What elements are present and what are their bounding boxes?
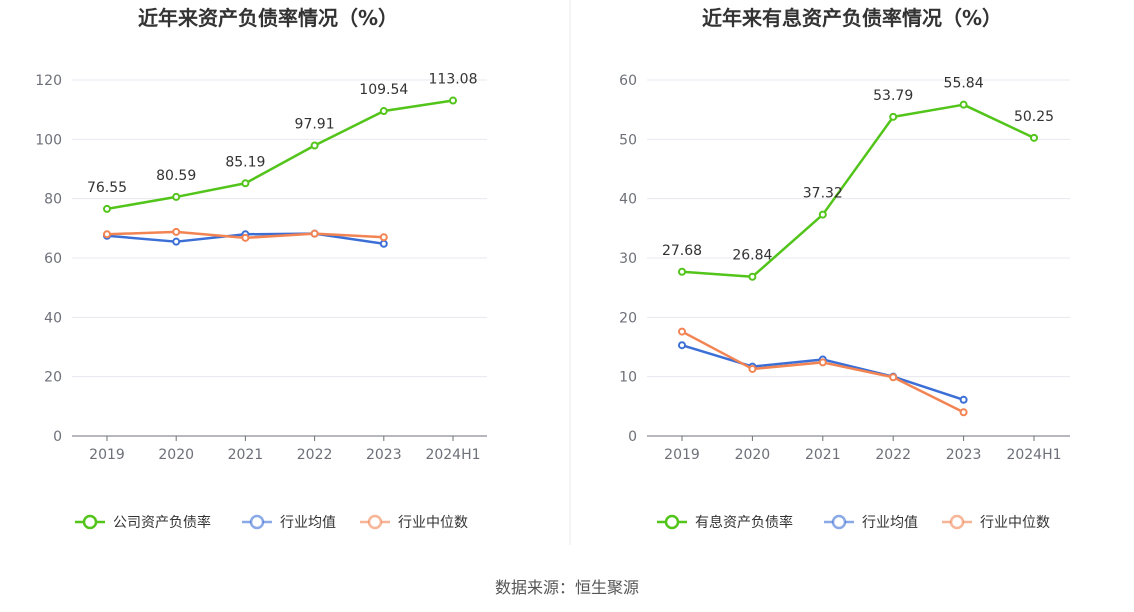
- x-tick-label: 2024H1: [1006, 447, 1061, 463]
- legend-marker-icon: [82, 514, 98, 530]
- x-tick-label: 2024H1: [425, 447, 480, 463]
- data-point: [959, 100, 968, 109]
- data-point: [241, 179, 250, 188]
- y-tick-label: 10: [619, 370, 637, 386]
- x-tick-label: 2022: [875, 447, 911, 463]
- data-point: [959, 408, 968, 417]
- data-point: [172, 227, 181, 236]
- data-point: [449, 96, 457, 105]
- data-point: [379, 107, 388, 116]
- legend-item[interactable]: 行业中位数: [360, 514, 468, 531]
- legend-marker-icon: [249, 514, 265, 530]
- legend-label: 行业中位数: [398, 515, 468, 531]
- data-point: [379, 233, 388, 242]
- legend-marker-icon: [367, 514, 383, 530]
- y-tick-label: 20: [44, 370, 62, 386]
- data-point: [678, 267, 686, 276]
- legend-item[interactable]: 行业中位数: [942, 514, 1050, 531]
- chart-1: 近年来资产负债率情况（%） 0 20 40 60 80 100 120 2019 2020 2021…: [35, 6, 487, 531]
- source-note: 数据来源：恒生聚源: [495, 578, 639, 597]
- data-point: [1030, 133, 1038, 142]
- data-label: 76.55: [87, 180, 127, 196]
- x-tick-label: 2021: [228, 447, 264, 463]
- data-point: [103, 204, 111, 213]
- data-label: 37.32: [803, 186, 843, 202]
- legend-marker-icon: [949, 514, 965, 530]
- x-tick-label: 2023: [946, 447, 982, 463]
- data-point: [310, 141, 319, 150]
- chart-title: 近年来资产负债率情况（%）: [138, 6, 398, 30]
- data-label: 50.25: [1014, 109, 1054, 125]
- x-tick-label: 2023: [366, 447, 402, 463]
- x-tick-label: 2019: [664, 447, 700, 463]
- x-tick-label: 2022: [297, 447, 333, 463]
- y-tick-label: 40: [619, 192, 637, 208]
- y-tick-label: 50: [619, 132, 637, 148]
- legend-item[interactable]: 行业均值: [824, 514, 918, 531]
- legend-marker-icon: [831, 514, 847, 530]
- data-label: 26.84: [732, 248, 772, 264]
- data-label: 55.84: [944, 76, 984, 92]
- chart-2: 近年来有息资产负债率情况（%） 0 10 20 30 40 50 60 2019 2020 2021…: [619, 6, 1070, 531]
- y-tick-label: 120: [35, 73, 62, 89]
- data-point: [172, 237, 181, 246]
- y-tick-label: 60: [44, 251, 62, 267]
- data-point: [818, 210, 827, 219]
- data-point: [748, 272, 757, 281]
- x-tick-label: 2019: [89, 447, 125, 463]
- data-point: [959, 395, 968, 404]
- legend-label: 行业中位数: [980, 515, 1050, 531]
- y-tick-label: 0: [628, 429, 637, 445]
- x-tick-label: 2021: [805, 447, 841, 463]
- data-label: 97.91: [295, 117, 335, 133]
- data-point: [678, 327, 686, 336]
- data-point: [241, 233, 250, 242]
- data-label: 80.59: [156, 168, 196, 184]
- y-tick-label: 30: [619, 251, 637, 267]
- data-point: [678, 341, 686, 350]
- y-tick-label: 0: [53, 429, 62, 445]
- data-label: 27.68: [662, 243, 702, 259]
- legend-label: 有息资产负债率: [695, 514, 793, 531]
- series-line: [106, 99, 454, 211]
- y-tick-label: 80: [44, 192, 62, 208]
- x-tick-label: 2020: [735, 447, 771, 463]
- legend-marker-icon: [664, 514, 680, 530]
- data-label: 53.79: [873, 88, 913, 104]
- data-point: [818, 358, 827, 367]
- data-point: [748, 364, 757, 373]
- y-tick-label: 40: [44, 310, 62, 326]
- data-point: [379, 239, 388, 248]
- data-point: [310, 229, 319, 238]
- series-line: [681, 330, 965, 414]
- y-tick-label: 20: [619, 310, 637, 326]
- legend-label: 行业均值: [862, 515, 918, 531]
- y-tick-label: 100: [35, 132, 62, 148]
- data-point: [172, 192, 181, 201]
- legend-label: 公司资产负债率: [113, 514, 211, 531]
- chart-title: 近年来有息资产负债率情况（%）: [702, 6, 1002, 30]
- legend-label: 行业均值: [280, 515, 336, 531]
- data-point: [889, 112, 898, 121]
- data-point: [889, 373, 898, 382]
- y-tick-label: 60: [619, 73, 637, 89]
- series-line: [681, 103, 1035, 278]
- data-label: 113.08: [429, 72, 478, 88]
- data-point: [103, 230, 111, 239]
- data-label: 109.54: [359, 82, 408, 98]
- legend-item[interactable]: 公司资产负债率: [75, 514, 211, 531]
- x-tick-label: 2020: [158, 447, 194, 463]
- data-label: 85.19: [225, 154, 265, 170]
- legend-item[interactable]: 有息资产负债率: [657, 514, 793, 531]
- legend-item[interactable]: 行业均值: [242, 514, 336, 531]
